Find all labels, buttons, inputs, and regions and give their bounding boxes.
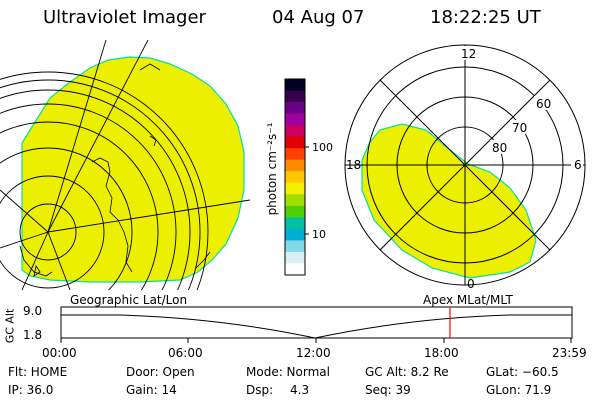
colorbar-tick-100: 100 [312,141,333,154]
date-label: 04 Aug 07 [272,7,365,28]
colorbar-segment [285,159,305,172]
flight-status: Flt: HOME [8,365,68,379]
time-label: 18:22:25 UT [430,7,541,28]
mlt-label-12: 12 [461,47,476,61]
geo-latitude: GLat: −60.5 [486,365,559,379]
aurora-region-polar [361,123,537,279]
lat-label-70: 70 [512,121,527,135]
altitude-timeline [60,306,573,343]
altitude-curve [61,314,572,339]
colorbar-segment [285,148,305,161]
altitude-axis-label: GC Alt [3,308,17,344]
x-tick-0000: 00:00 [42,346,77,360]
mlt-label-18: 18 [346,158,361,172]
colorbar-segment [285,228,305,241]
mlt-label-6: 6 [574,158,582,172]
ip-value: IP: 36.0 [8,383,54,397]
mlt-label-0: 0 [467,277,475,290]
colorbar-segment [285,90,305,103]
sequence-value: Seq: 39 [365,383,411,397]
apex-caption: Apex MLat/MLT [423,293,513,307]
colorbar-tick-10: 10 [312,228,326,241]
geo-longitude: GLon: 71.9 [486,383,552,397]
x-tick-1200: 12:00 [296,346,331,360]
x-tick-2359: 23:59 [552,346,587,360]
mode-status: Mode: Normal [246,365,330,379]
colorbar: 100 10 [284,78,333,276]
colorbar-segment [285,171,305,184]
dsp-value: 4.3 [290,383,310,397]
altitude-value-high: 9.0 [23,304,43,318]
colorbar-unit-label: photon cm⁻²s⁻¹ [262,78,282,260]
geographic-map [0,40,250,290]
colorbar-segment [285,263,305,276]
instrument-title: Ultraviolet Imager [43,7,206,28]
altitude-axis-label-box: GC Alt [2,304,18,348]
colorbar-segment [285,182,305,195]
lat-label-60: 60 [536,97,551,111]
colorbar-segment [285,136,305,149]
dsp-label: Dsp: [246,383,274,397]
colorbar-segment [285,79,305,92]
colorbar-segment [285,102,305,115]
colorbar-segment [285,194,305,207]
colorbar-segment [285,205,305,218]
gc-altitude: GC Alt: 8.2 Re [365,365,449,379]
x-tick-0600: 06:00 [168,346,203,360]
colorbar-unit-text: photon cm⁻²s⁻¹ [265,122,279,216]
door-status: Door: Open [126,365,195,379]
colorbar-gradient [285,79,305,276]
geographic-caption: Geographic Lat/Lon [70,293,188,307]
colorbar-segment [285,113,305,126]
lat-label-80: 80 [492,141,507,155]
polar-plot: 12 18 6 0 60 70 80 [344,44,586,290]
gain-value: Gain: 14 [126,383,177,397]
x-tick-1800: 18:00 [424,346,459,360]
colorbar-segment [285,125,305,138]
aurora-region-geo [21,56,245,283]
altitude-value-low: 1.8 [23,328,43,342]
colorbar-segment [285,217,305,230]
colorbar-segment [285,251,305,264]
coastline [19,63,211,277]
colorbar-segment [285,240,305,253]
